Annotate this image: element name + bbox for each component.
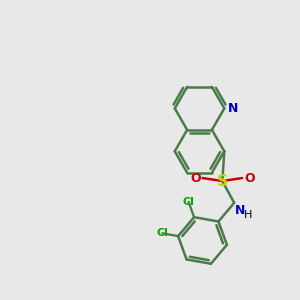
Text: H: H — [244, 210, 253, 220]
Text: S: S — [217, 173, 228, 188]
Text: O: O — [190, 172, 200, 184]
Text: N: N — [235, 204, 246, 217]
Text: Cl: Cl — [157, 228, 169, 238]
Text: N: N — [228, 102, 239, 115]
Text: Cl: Cl — [183, 197, 195, 207]
Text: O: O — [244, 172, 255, 184]
